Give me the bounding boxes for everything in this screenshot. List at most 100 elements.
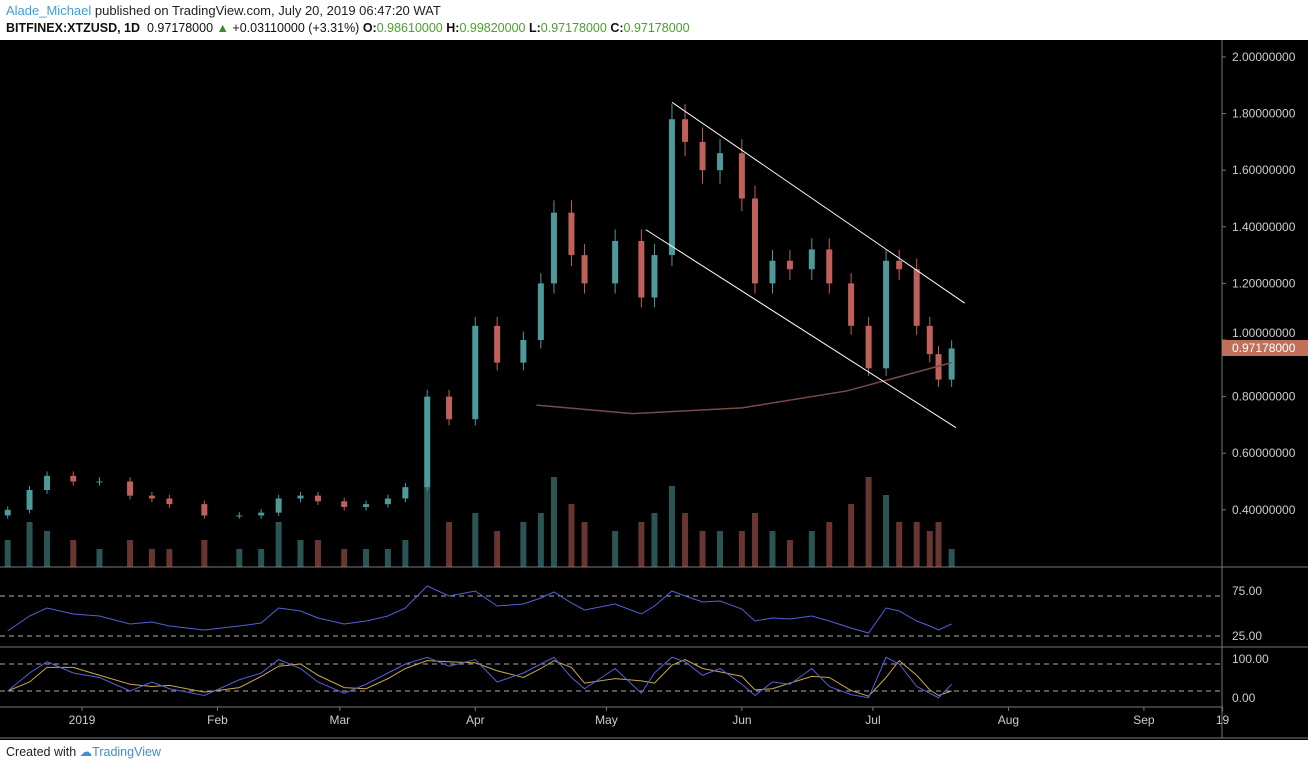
candle xyxy=(424,396,431,488)
volume-bar xyxy=(651,513,658,567)
volume-bar xyxy=(738,531,745,567)
volume-bar xyxy=(275,522,282,567)
volume-bar xyxy=(384,549,391,567)
volume-bar xyxy=(926,531,933,567)
volume-bar xyxy=(363,549,370,567)
candle xyxy=(913,269,920,326)
high-value: 0.99820000 xyxy=(459,21,526,35)
candle xyxy=(651,255,658,298)
candle xyxy=(236,515,243,517)
volume-bar xyxy=(769,531,776,567)
candle xyxy=(70,475,77,482)
price-tick-label: 1.80000000 xyxy=(1232,107,1296,121)
publish-info: Alade_Michael published on TradingView.c… xyxy=(6,3,441,18)
time-tick-label: Aug xyxy=(998,713,1019,727)
volume-bar xyxy=(568,504,575,567)
volume-bar xyxy=(638,522,645,567)
candle xyxy=(550,212,557,284)
candle xyxy=(148,495,155,499)
volume-bar xyxy=(699,531,706,567)
candle xyxy=(682,119,689,142)
candle xyxy=(472,325,479,420)
price-tick-label: 0.40000000 xyxy=(1232,503,1296,517)
volume-bar xyxy=(26,522,33,567)
candle xyxy=(581,255,588,284)
low-label: L: xyxy=(528,21,541,35)
candle xyxy=(26,489,33,510)
price-tick-label: 1.40000000 xyxy=(1232,220,1296,234)
volume-bar xyxy=(848,504,855,567)
stoch-k-line xyxy=(7,656,952,699)
volume-bar xyxy=(472,513,479,567)
publish-text: published on TradingView.com, July 20, 2… xyxy=(94,3,441,18)
volume-bar xyxy=(717,531,724,567)
stoch-d-line xyxy=(7,658,952,697)
open-value: 0.98610000 xyxy=(376,21,443,35)
volume-bar xyxy=(865,477,872,567)
candle xyxy=(314,495,321,502)
author-link[interactable]: Alade_Michael xyxy=(6,3,92,18)
price-chart[interactable]: 2.00000000 1.80000000 1.60000000 1.40000000… xyxy=(0,40,1308,740)
volume-bar xyxy=(826,522,833,567)
channel-upper-line xyxy=(671,101,966,304)
candle xyxy=(258,512,265,516)
symbol: BITFINEX:XTZUSD, 1D xyxy=(6,21,141,35)
price-tick-label: 0.60000000 xyxy=(1232,446,1296,460)
candle xyxy=(612,240,619,284)
volume-bar xyxy=(581,522,588,567)
volume-bar xyxy=(314,540,321,567)
footer: Created with ☁TradingView xyxy=(6,744,161,759)
volume-bar xyxy=(127,540,134,567)
close-value: 0.97178000 xyxy=(623,21,690,35)
change: +0.03110000 (+3.31%) xyxy=(232,21,360,35)
candle xyxy=(786,260,793,270)
stoch-tick-label: 0.00 xyxy=(1232,691,1256,705)
volume-bar xyxy=(44,531,51,567)
time-tick-label: 19 xyxy=(1216,713,1230,727)
time-tick-label: 2019 xyxy=(69,713,96,727)
candle xyxy=(769,260,776,284)
candle xyxy=(751,198,758,284)
volume-bar xyxy=(258,549,265,567)
low-value: 0.97178000 xyxy=(540,21,607,35)
volume-bar xyxy=(883,495,890,567)
price-tick-label: 0.80000000 xyxy=(1232,390,1296,404)
candle xyxy=(297,495,304,499)
candle xyxy=(341,501,348,507)
tradingview-brand[interactable]: TradingView xyxy=(92,745,161,759)
candle xyxy=(363,504,370,507)
candle xyxy=(699,141,706,171)
candle xyxy=(738,153,745,199)
volume-bar xyxy=(550,477,557,567)
time-tick-label: Mar xyxy=(329,713,350,727)
rsi-tick-label: 75.00 xyxy=(1232,584,1262,598)
moving-average-line xyxy=(536,361,952,415)
price-tick-label: 1.20000000 xyxy=(1232,276,1296,290)
time-tick-label: Jun xyxy=(732,713,751,727)
rsi-line xyxy=(7,585,952,634)
volume-bar xyxy=(948,549,955,567)
channel-lower-line xyxy=(645,229,957,429)
chart-area[interactable]: 2.00000000 1.80000000 1.60000000 1.40000000… xyxy=(0,40,1308,740)
candle xyxy=(668,119,675,256)
close-label: C: xyxy=(610,21,624,35)
volume-bar xyxy=(297,540,304,567)
candle xyxy=(883,260,890,369)
candle xyxy=(201,504,208,516)
candle xyxy=(638,240,645,298)
candle xyxy=(166,498,173,505)
candle xyxy=(96,481,103,483)
price-tick-label: 1.60000000 xyxy=(1232,163,1296,177)
volume-bar xyxy=(494,531,501,567)
candle xyxy=(402,487,409,499)
volume-bar xyxy=(148,549,155,567)
volume-bar xyxy=(537,513,544,567)
volume-bar xyxy=(446,522,453,567)
candle xyxy=(848,283,855,326)
time-tick-label: Feb xyxy=(207,713,228,727)
volume-bar xyxy=(612,531,619,567)
price-tick-label: 2.00000000 xyxy=(1232,50,1296,64)
candle xyxy=(808,249,815,270)
volume-bar xyxy=(751,513,758,567)
rsi-tick-label: 25.00 xyxy=(1232,629,1262,643)
